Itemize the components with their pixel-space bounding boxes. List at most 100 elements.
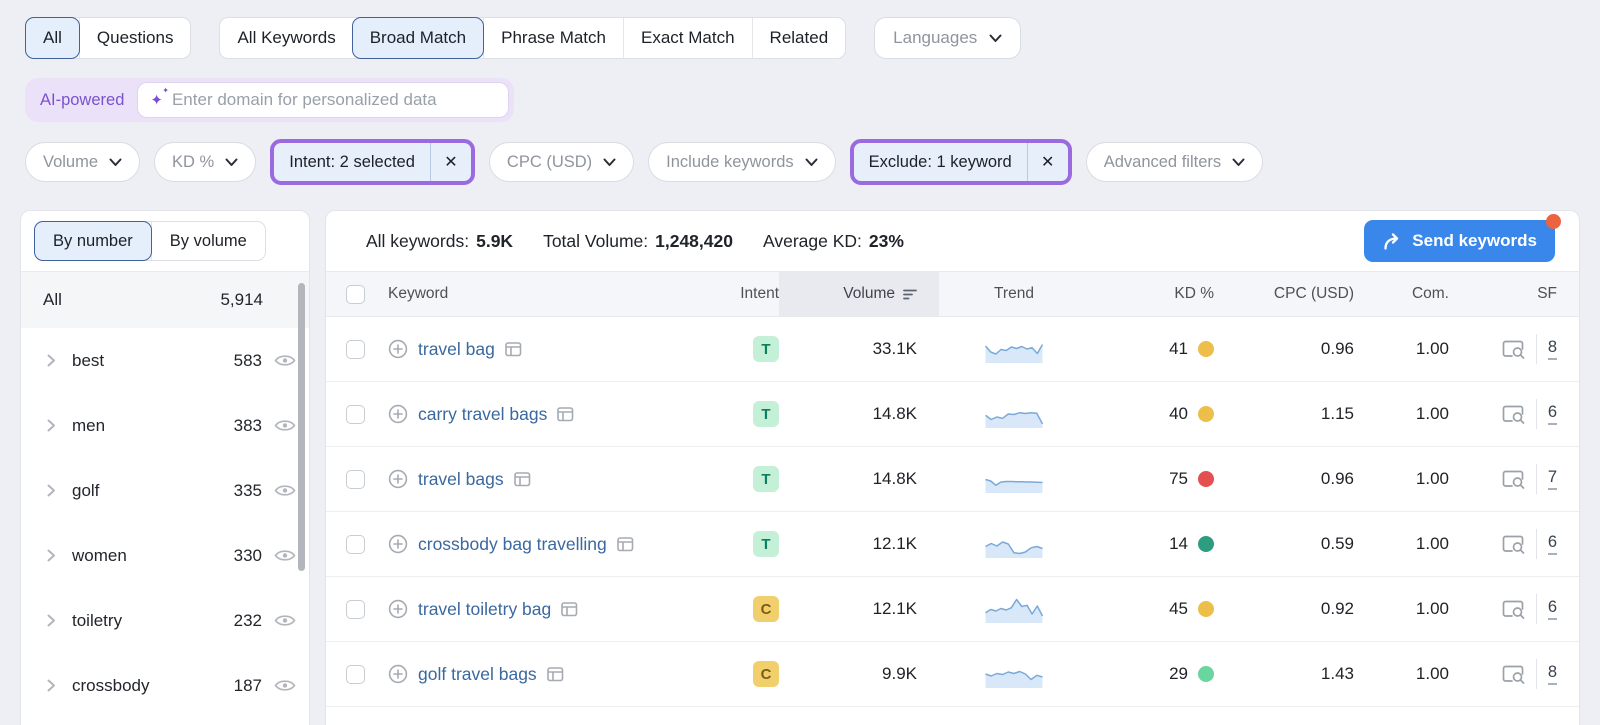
intent-filter-label: Intent: 2 selected — [289, 152, 415, 171]
serp-layout-icon[interactable] — [561, 601, 578, 617]
row-checkbox[interactable] — [346, 664, 365, 684]
tab-related[interactable]: Related — [751, 18, 846, 58]
advanced-filters-dropdown[interactable]: Advanced filters — [1085, 142, 1264, 182]
tab-phrase-match[interactable]: Phrase Match — [483, 18, 623, 58]
row-checkbox[interactable] — [346, 469, 365, 489]
tab-all[interactable]: All — [25, 17, 80, 59]
domain-input-wrapper[interactable]: ✦ ✦ — [137, 82, 510, 118]
serp-features-icon[interactable] — [1502, 405, 1525, 424]
keyword-link[interactable]: carry travel bags — [418, 403, 548, 424]
kd-cell: 45 — [1089, 599, 1214, 619]
add-keyword-icon[interactable] — [388, 469, 408, 489]
sf-divider — [1535, 529, 1537, 559]
serp-layout-icon[interactable] — [546, 666, 564, 682]
tab-questions[interactable]: Questions — [78, 18, 191, 58]
serp-features-icon[interactable] — [1502, 665, 1525, 684]
sidebar-scrollbar-thumb[interactable] — [298, 283, 305, 571]
column-header-cpc[interactable]: CPC (USD) — [1273, 285, 1354, 302]
cpc-value: 0.96 — [1320, 339, 1354, 358]
row-checkbox[interactable] — [346, 534, 365, 554]
sf-count[interactable]: 8 — [1547, 338, 1557, 360]
serp-layout-icon[interactable] — [557, 406, 574, 422]
keyword-group-row[interactable]: women 330 — [21, 523, 309, 588]
volume-filter-dropdown[interactable]: Volume — [25, 142, 141, 182]
tab-broad-match[interactable]: Broad Match — [351, 17, 485, 59]
keyword-link[interactable]: travel toiletry bag — [418, 598, 552, 619]
group-list: best 583 men 383 golf 335 women 330 toil… — [21, 328, 309, 718]
column-header-kd[interactable]: KD % — [1174, 285, 1214, 302]
column-header-volume[interactable]: Volume — [779, 272, 939, 316]
eye-icon[interactable] — [274, 353, 296, 368]
add-keyword-icon[interactable] — [388, 599, 408, 619]
serp-features-icon[interactable] — [1502, 535, 1525, 554]
serp-layout-icon[interactable] — [505, 341, 522, 357]
keyword-group-row[interactable]: crossbody 187 — [21, 653, 309, 718]
row-checkbox[interactable] — [346, 339, 365, 359]
cpc-filter-dropdown[interactable]: CPC (USD) — [488, 142, 635, 182]
sf-count[interactable]: 6 — [1547, 403, 1557, 425]
com-value: 1.00 — [1415, 534, 1449, 553]
exclude-filter-chip[interactable]: Exclude: 1 keyword ✕ — [853, 143, 1068, 181]
sf-count[interactable]: 6 — [1547, 598, 1557, 620]
all-keywords-stat: All keywords: 5.9K — [366, 231, 513, 252]
eye-icon[interactable] — [274, 483, 296, 498]
serp-features-icon[interactable] — [1502, 340, 1525, 359]
row-checkbox[interactable] — [346, 599, 365, 619]
keyword-link[interactable]: crossbody bag travelling — [418, 533, 607, 554]
serp-features-icon[interactable] — [1502, 600, 1525, 619]
domain-input[interactable] — [171, 90, 497, 110]
column-header-intent: Intent — [740, 285, 779, 302]
intent-filter-chip[interactable]: Intent: 2 selected ✕ — [274, 143, 471, 181]
kd-value: 40 — [1169, 404, 1188, 423]
chevron-right-icon — [47, 419, 55, 432]
select-all-checkbox[interactable] — [346, 284, 365, 304]
keyword-link[interactable]: travel bags — [418, 468, 504, 489]
trend-sparkline — [985, 598, 1044, 623]
keyword-group-row[interactable]: best 583 — [21, 328, 309, 393]
eye-icon[interactable] — [274, 418, 296, 433]
tab-by-number[interactable]: By number — [34, 221, 152, 261]
keyword-link[interactable]: golf travel bags — [418, 663, 537, 684]
intent-badge: T — [753, 401, 779, 427]
eye-icon[interactable] — [274, 548, 296, 563]
tab-all-keywords[interactable]: All Keywords — [220, 18, 352, 58]
tab-by-volume[interactable]: By volume — [150, 222, 265, 260]
add-keyword-icon[interactable] — [388, 339, 408, 359]
keyword-group-row[interactable]: men 383 — [21, 393, 309, 458]
add-keyword-icon[interactable] — [388, 404, 408, 424]
total-volume-label: Total Volume: — [543, 230, 649, 251]
tab-exact-match[interactable]: Exact Match — [623, 18, 752, 58]
include-keywords-dropdown[interactable]: Include keywords — [648, 142, 836, 182]
trend-sparkline — [984, 344, 1044, 363]
column-header-com[interactable]: Com. — [1411, 285, 1449, 302]
com-value: 1.00 — [1415, 404, 1449, 423]
languages-dropdown[interactable]: Languages — [874, 17, 1022, 59]
column-header-keyword: Keyword — [388, 285, 449, 302]
serp-layout-icon[interactable] — [616, 536, 634, 552]
volume-value: 14.8K — [872, 469, 917, 488]
clear-exclude-filter-button[interactable]: ✕ — [1028, 143, 1068, 181]
sf-count[interactable]: 7 — [1547, 468, 1557, 490]
eye-icon[interactable] — [274, 678, 296, 693]
row-checkbox[interactable] — [346, 404, 365, 424]
com-value: 1.00 — [1415, 599, 1449, 618]
kd-filter-dropdown[interactable]: KD % — [154, 142, 257, 182]
trend-sparkline — [985, 411, 1044, 428]
kd-difficulty-dot — [1198, 536, 1214, 552]
volume-value: 9.9K — [882, 664, 917, 683]
keyword-group-row[interactable]: golf 335 — [21, 458, 309, 523]
eye-icon[interactable] — [274, 613, 296, 628]
send-keywords-button[interactable]: Send keywords — [1364, 214, 1561, 262]
keyword-group-row[interactable]: toiletry 232 — [21, 588, 309, 653]
sf-count[interactable]: 6 — [1547, 533, 1557, 555]
chevron-down-icon — [109, 158, 122, 166]
add-keyword-icon[interactable] — [388, 664, 408, 684]
add-keyword-icon[interactable] — [388, 534, 408, 554]
serp-features-icon[interactable] — [1502, 470, 1525, 489]
keyword-link[interactable]: travel bag — [418, 338, 495, 359]
group-row-all[interactable]: All 5,914 — [21, 272, 309, 328]
cpc-filter-label: CPC (USD) — [506, 152, 593, 171]
serp-layout-icon[interactable] — [513, 471, 531, 487]
sf-count[interactable]: 8 — [1547, 663, 1557, 685]
clear-intent-filter-button[interactable]: ✕ — [431, 143, 471, 181]
